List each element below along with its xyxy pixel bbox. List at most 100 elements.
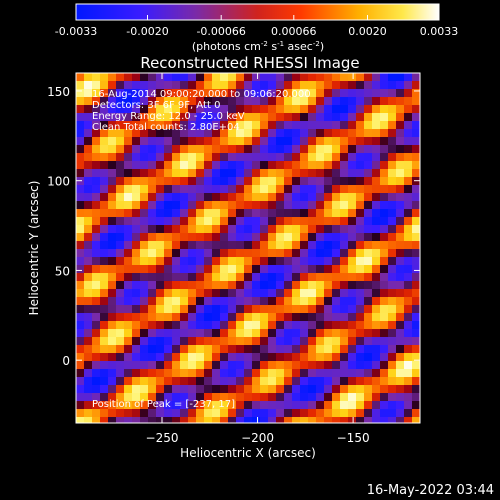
heatmap-cell (124, 177, 133, 186)
heatmap-cell (236, 81, 245, 90)
heatmap-cell (244, 241, 253, 250)
heatmap-cell (244, 129, 253, 138)
heatmap-cell (108, 265, 117, 274)
heatmap-cell (76, 185, 85, 194)
heatmap-cell (132, 201, 141, 210)
heatmap-cell (132, 185, 141, 194)
x-axis: −250 −200 −150 (146, 73, 370, 445)
heatmap-cell (276, 225, 285, 234)
heatmap-cell (308, 113, 317, 122)
heatmap-cell (124, 161, 133, 170)
heatmap-cell (108, 177, 117, 186)
heatmap-cell (220, 329, 229, 338)
heatmap-cell (236, 241, 245, 250)
heatmap-cell (260, 73, 269, 82)
heatmap-cell (404, 401, 413, 410)
heatmap-cell (188, 81, 197, 90)
heatmap-cell (148, 337, 157, 346)
heatmap-cell (180, 73, 189, 82)
heatmap-cell (204, 209, 213, 218)
heatmap-cell (132, 265, 141, 274)
heatmap-cell (132, 313, 141, 322)
heatmap-cell (140, 225, 149, 234)
heatmap-cell (404, 329, 413, 338)
heatmap-cell (204, 233, 213, 242)
heatmap-cell (340, 169, 349, 178)
heatmap-cell (324, 177, 333, 186)
heatmap-cell (396, 169, 405, 178)
heatmap-cell (172, 145, 181, 154)
heatmap-cell (268, 97, 277, 106)
heatmap-cell (164, 265, 173, 274)
heatmap-cell (348, 225, 357, 234)
heatmap-cell (356, 377, 365, 386)
heatmap-cell (372, 393, 381, 402)
heatmap-cell (284, 177, 293, 186)
heatmap-cell (284, 105, 293, 114)
heatmap-cell (180, 369, 189, 378)
heatmap-cell (148, 401, 157, 410)
heatmap-cell (364, 353, 373, 362)
heatmap-cell (148, 177, 157, 186)
heatmap-cell (284, 209, 293, 218)
heatmap-cell (412, 217, 420, 226)
heatmap-cell (180, 129, 189, 138)
heatmap-cell (404, 185, 413, 194)
heatmap-cell (100, 137, 109, 146)
heatmap-cell (172, 401, 181, 410)
heatmap-cell (108, 313, 117, 322)
heatmap-cell (356, 401, 365, 410)
heatmap-cell (276, 145, 285, 154)
heatmap-cell (372, 329, 381, 338)
heatmap-cell (84, 257, 93, 266)
heatmap-cell (412, 201, 420, 210)
heatmap-cell (116, 361, 125, 370)
heatmap-cell (132, 217, 141, 226)
heatmap-cell (220, 225, 229, 234)
heatmap-cell (132, 233, 141, 242)
heatmap-cell (252, 129, 261, 138)
heatmap-cell (228, 385, 237, 394)
heatmap-cell (252, 321, 261, 330)
heatmap-cell (388, 217, 397, 226)
heatmap-cell (380, 385, 389, 394)
heatmap-cell (92, 129, 101, 138)
heatmap-cell (236, 337, 245, 346)
heatmap-cell (108, 193, 117, 202)
heatmap-cell (244, 137, 253, 146)
heatmap-cell (76, 321, 85, 330)
heatmap-cell (180, 241, 189, 250)
heatmap-cell (412, 121, 420, 130)
heatmap-cell (204, 193, 213, 202)
heatmap-cell (124, 121, 133, 130)
heatmap-cell (124, 329, 133, 338)
heatmap-cell (388, 385, 397, 394)
heatmap-cell (156, 297, 165, 306)
heatmap-cell (260, 81, 269, 90)
heatmap-cell (260, 361, 269, 370)
heatmap-cell (148, 129, 157, 138)
heatmap-cell (204, 329, 213, 338)
heatmap-cell (132, 145, 141, 154)
heatmap-cell (196, 121, 205, 130)
heatmap-cell (220, 393, 229, 402)
heatmap-cell (124, 81, 133, 90)
heatmap-cell (180, 321, 189, 330)
heatmap-cell (412, 321, 420, 330)
heatmap-cell (148, 225, 157, 234)
heatmap-cell (236, 177, 245, 186)
heatmap-cell (100, 409, 109, 418)
heatmap-cell (372, 121, 381, 130)
heatmap-cell (188, 105, 197, 114)
heatmap-cell (180, 153, 189, 162)
heatmap-cell (268, 73, 277, 82)
heatmap-cell (148, 289, 157, 298)
heatmap-cell (188, 241, 197, 250)
heatmap-cell (276, 89, 285, 98)
heatmap-cell (308, 377, 317, 386)
heatmap-cell (204, 361, 213, 370)
heatmap-cell (236, 313, 245, 322)
heatmap-cell (220, 273, 229, 282)
heatmap-cell (284, 257, 293, 266)
heatmap-cell (140, 353, 149, 362)
